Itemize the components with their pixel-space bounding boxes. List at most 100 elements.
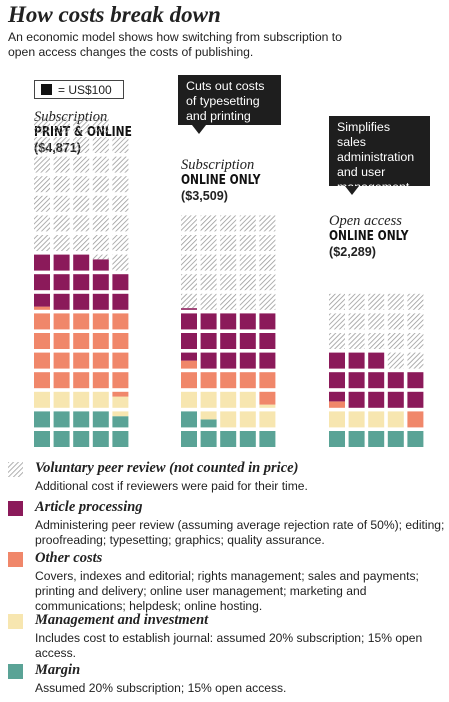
article-processing-square <box>259 313 276 330</box>
page-title: How costs break down <box>8 2 221 27</box>
voluntary-peer-review-square <box>200 254 217 271</box>
voluntary-peer-review-square <box>73 235 90 251</box>
other-costs-square <box>73 372 90 389</box>
voluntary-peer-review-square <box>407 352 424 369</box>
voluntary-peer-review-square <box>348 313 365 330</box>
management-and-investment-square <box>220 411 237 428</box>
legend-item-margin: Margin Assumed 20% subscription; 15% ope… <box>8 662 446 700</box>
legend-swatch-management <box>8 614 23 629</box>
other-costs-square <box>112 352 129 369</box>
other-costs-square <box>34 352 50 369</box>
voluntary-peer-review-square <box>220 235 237 251</box>
management-and-investment-square <box>239 411 256 428</box>
other-costs-square <box>329 401 345 408</box>
margin-square <box>34 411 50 428</box>
voluntary-peer-review-square <box>368 333 385 349</box>
article-processing-square <box>348 352 365 369</box>
voluntary-peer-review-square <box>73 195 90 212</box>
management-and-investment-square <box>73 391 90 408</box>
legend-desc: Administering peer review (assuming aver… <box>35 518 445 547</box>
voluntary-peer-review-square <box>53 195 70 212</box>
legend-name: Margin <box>35 662 81 678</box>
article-processing-square <box>53 293 70 310</box>
voluntary-peer-review-square <box>239 293 256 310</box>
voluntary-peer-review-square <box>73 176 90 193</box>
other-costs-square <box>112 333 129 349</box>
voluntary-peer-review-square <box>112 235 129 251</box>
margin-square <box>181 431 197 447</box>
voluntary-peer-review-square <box>259 274 276 291</box>
callout-typesetting: Cuts out costs of typesetting and printi… <box>178 75 281 125</box>
other-costs-square <box>92 372 109 389</box>
management-and-investment-square <box>112 396 129 408</box>
legend-item-peer-review: Voluntary peer review (not counted in pr… <box>8 460 446 498</box>
other-costs-square <box>181 372 197 389</box>
voluntary-peer-review-square <box>181 293 197 309</box>
other-costs-square <box>92 352 109 369</box>
voluntary-peer-review-square <box>387 293 404 310</box>
voluntary-peer-review-square <box>92 156 109 173</box>
voluntary-peer-review-square <box>53 176 70 193</box>
margin-square <box>112 416 129 428</box>
voluntary-peer-review-square <box>34 195 50 212</box>
other-costs-square <box>112 313 129 330</box>
other-costs-square <box>407 411 424 428</box>
article-processing-square <box>239 352 256 369</box>
margin-square <box>387 431 404 447</box>
management-and-investment-square <box>220 391 237 408</box>
margin-square <box>73 431 90 447</box>
legend-name: Voluntary peer review (not counted in pr… <box>35 460 299 476</box>
voluntary-peer-review-square <box>200 235 217 251</box>
voluntary-peer-review-square <box>220 293 237 310</box>
legend-desc: Includes cost to establish journal: assu… <box>35 631 423 660</box>
voluntary-peer-review-square <box>329 293 345 310</box>
voluntary-peer-review-square <box>181 254 197 271</box>
legend-swatch-other-costs <box>8 552 23 567</box>
column-header-subscription-online: Subscription ONLINE ONLY ($3,509) <box>181 157 278 204</box>
voluntary-peer-review-square <box>73 156 90 173</box>
callout-typesetting-tail <box>192 125 206 134</box>
voluntary-peer-review-square <box>34 156 50 173</box>
voluntary-peer-review-square <box>387 352 404 369</box>
other-costs-square <box>73 333 90 349</box>
page-subtitle: An economic model shows how switching fr… <box>8 30 342 59</box>
article-processing-square <box>329 372 345 389</box>
other-costs-square <box>73 352 90 369</box>
other-costs-square <box>112 391 129 397</box>
other-costs-square <box>53 372 70 389</box>
voluntary-peer-review-square <box>239 235 256 251</box>
voluntary-peer-review-square <box>73 117 90 134</box>
management-and-investment-square <box>112 411 129 417</box>
margin-square <box>200 419 217 428</box>
article-processing-square <box>34 254 50 271</box>
voluntary-peer-review-square <box>220 274 237 291</box>
article-processing-square <box>112 274 129 291</box>
column-type: ONLINE ONLY <box>181 173 261 188</box>
voluntary-peer-review-square <box>73 215 90 232</box>
article-processing-square <box>329 391 345 402</box>
management-and-investment-square <box>200 391 217 408</box>
management-and-investment-square <box>387 411 404 428</box>
voluntary-peer-review-square <box>92 117 109 134</box>
voluntary-peer-review-square <box>407 333 424 349</box>
margin-square <box>73 411 90 428</box>
legend-name: Article processing <box>35 499 143 515</box>
voluntary-peer-review-square <box>53 137 70 153</box>
management-and-investment-square <box>239 391 256 408</box>
voluntary-peer-review-square <box>200 293 217 310</box>
voluntary-peer-review-square <box>407 293 424 310</box>
voluntary-peer-review-square <box>112 195 129 212</box>
voluntary-peer-review-square <box>368 293 385 310</box>
other-costs-square <box>34 372 50 389</box>
legend-desc: Additional cost if reviewers were paid f… <box>35 479 308 493</box>
other-costs-square <box>200 372 217 389</box>
voluntary-peer-review-square <box>259 293 276 310</box>
legend-name: Management and investment <box>35 612 209 628</box>
management-and-investment-square <box>200 411 217 420</box>
margin-square <box>53 431 70 447</box>
article-processing-square <box>368 372 385 389</box>
article-processing-square <box>220 313 237 330</box>
other-costs-square <box>53 333 70 349</box>
article-processing-square <box>348 391 365 408</box>
margin-square <box>181 411 197 428</box>
